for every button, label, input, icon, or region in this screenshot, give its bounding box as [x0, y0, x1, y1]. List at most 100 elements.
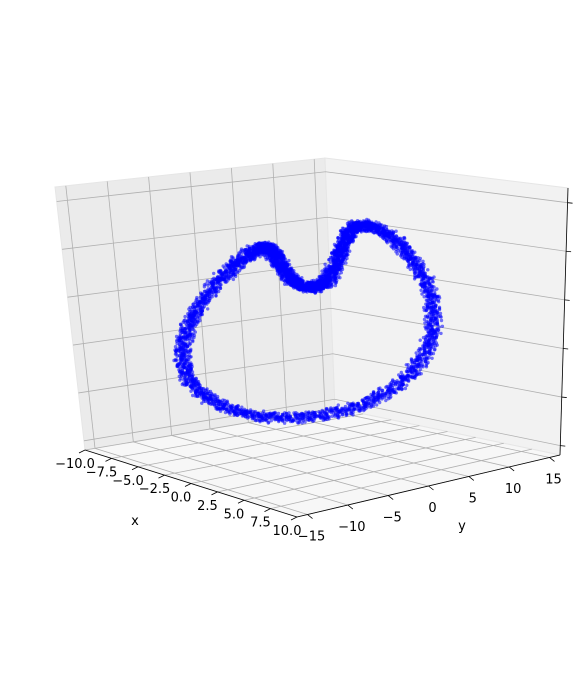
data-point	[380, 388, 385, 392]
data-point	[340, 239, 345, 243]
data-point	[369, 225, 373, 229]
data-point	[339, 253, 343, 258]
data-point	[216, 277, 220, 281]
data-point	[400, 252, 404, 256]
data-point	[323, 416, 327, 420]
data-point	[346, 407, 351, 412]
data-point	[433, 293, 437, 298]
data-point	[260, 244, 265, 249]
data-point	[391, 387, 396, 392]
data-point	[358, 409, 362, 413]
data-point	[362, 229, 367, 233]
data-point	[407, 248, 412, 252]
data-point	[202, 304, 206, 309]
data-point	[400, 243, 404, 247]
data-point	[189, 355, 193, 359]
z-grid-line	[72, 307, 564, 349]
data-point	[240, 265, 244, 269]
data-point	[394, 244, 398, 248]
data-point	[407, 378, 411, 383]
data-point	[405, 242, 409, 246]
data-point	[357, 404, 362, 408]
data-point	[389, 395, 393, 399]
data-point	[187, 307, 191, 311]
data-point	[420, 357, 424, 361]
data-point	[393, 379, 397, 384]
data-point	[209, 401, 214, 405]
data-point	[352, 403, 357, 407]
y-grid-line	[286, 415, 510, 468]
data-point	[406, 265, 410, 269]
data-point	[208, 280, 212, 284]
data-point	[373, 400, 377, 405]
y-grid-line	[272, 163, 288, 417]
data-point	[314, 281, 318, 285]
data-point	[375, 403, 379, 407]
data-point	[268, 243, 272, 247]
data-point	[374, 228, 379, 232]
data-point	[199, 300, 203, 305]
data-point	[338, 262, 342, 266]
data-point	[420, 347, 424, 351]
data-point	[419, 279, 424, 283]
y-grid-line	[248, 422, 469, 477]
data-point	[225, 280, 229, 284]
data-point	[321, 413, 326, 417]
data-point	[386, 397, 390, 401]
data-point	[426, 268, 430, 272]
data-point	[323, 262, 327, 266]
point-cloud	[172, 217, 445, 425]
data-point	[199, 312, 203, 317]
data-point	[425, 314, 430, 318]
y-grid-line	[106, 181, 134, 442]
data-point	[419, 265, 423, 269]
data-point	[204, 282, 208, 286]
data-point	[242, 412, 246, 417]
data-point	[437, 305, 442, 309]
data-point	[331, 270, 336, 275]
data-point	[425, 340, 429, 344]
data-point	[420, 269, 424, 274]
data-point	[335, 269, 340, 273]
data-point	[333, 283, 338, 288]
data-point	[439, 318, 444, 323]
data-point	[373, 230, 377, 235]
data-point	[429, 321, 433, 325]
data-point	[242, 258, 247, 262]
data-point	[383, 230, 387, 234]
data-point	[344, 412, 349, 416]
data-point	[427, 282, 432, 286]
data-point	[396, 386, 400, 391]
data-point	[330, 414, 334, 418]
data-point	[333, 276, 338, 280]
data-point	[200, 309, 204, 313]
data-point	[281, 257, 286, 261]
data-point	[184, 330, 189, 334]
data-point	[422, 343, 426, 348]
data-point	[183, 362, 187, 367]
data-point	[182, 365, 186, 370]
data-point	[288, 280, 292, 284]
data-point	[388, 382, 392, 386]
data-point	[185, 381, 190, 385]
data-point	[185, 335, 189, 339]
data-point	[385, 389, 390, 393]
data-point	[184, 351, 189, 355]
data-point	[212, 271, 216, 276]
data-point	[357, 228, 361, 232]
data-point	[422, 356, 427, 360]
data-point	[313, 412, 317, 417]
data-point	[426, 294, 431, 298]
data-point	[433, 303, 438, 308]
data-point	[438, 314, 443, 318]
data-point	[429, 301, 434, 305]
data-point	[336, 403, 340, 407]
data-point	[229, 410, 233, 414]
data-point	[394, 229, 398, 233]
data-point	[402, 235, 407, 240]
data-point	[338, 258, 343, 263]
data-point	[390, 233, 395, 237]
data-point	[335, 406, 339, 410]
data-point	[392, 237, 396, 241]
